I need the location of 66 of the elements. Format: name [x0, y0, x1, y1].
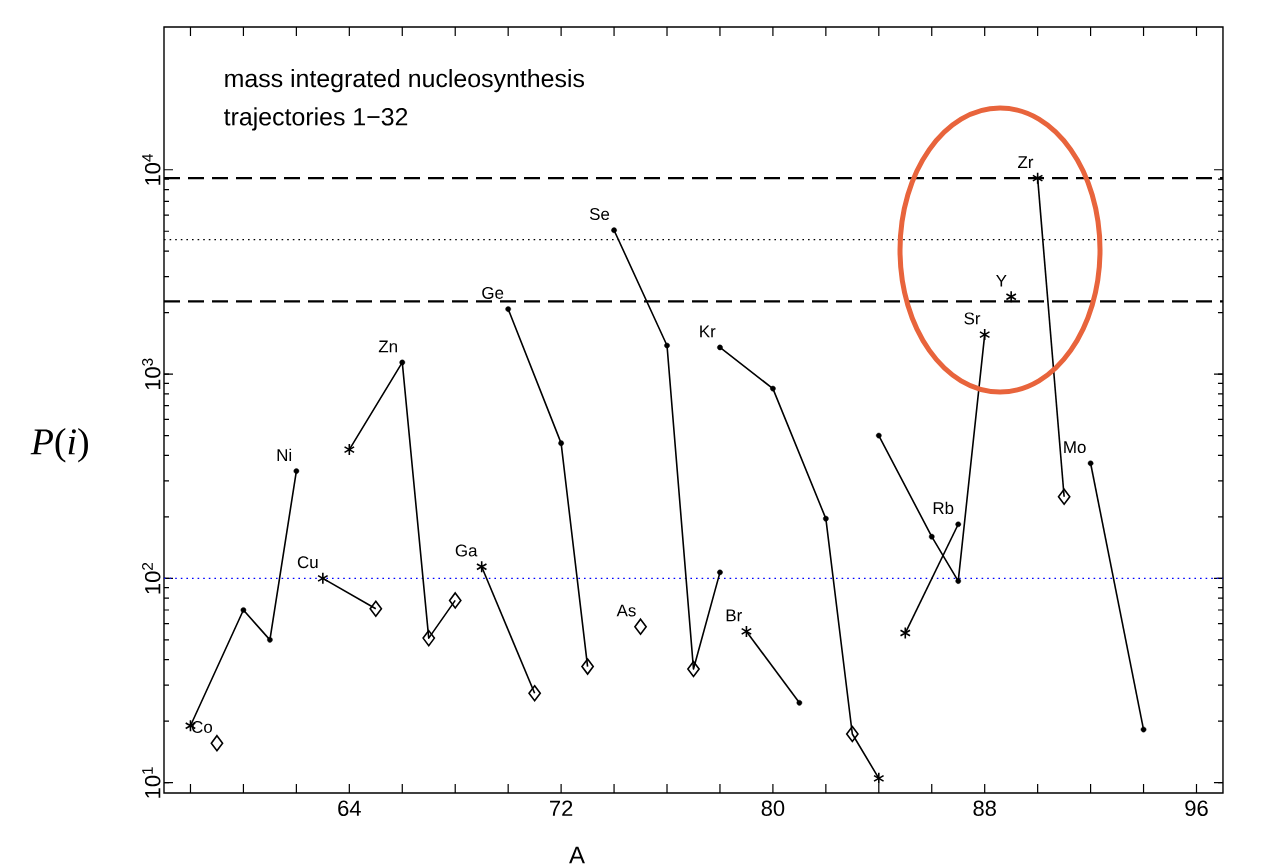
- point: [899, 626, 911, 640]
- point: [1087, 460, 1094, 467]
- point: [343, 443, 355, 456]
- point: [210, 734, 224, 752]
- point: [1057, 488, 1071, 506]
- point: [581, 658, 595, 675]
- point: [267, 637, 273, 643]
- point: [369, 600, 383, 618]
- series-label: Br: [726, 609, 742, 622]
- y-axis-title: P(i): [30, 428, 88, 463]
- annotation: trajectories 1−32: [224, 107, 408, 131]
- y-tick-label: 10$^{4}$: [142, 154, 161, 185]
- point: [448, 592, 462, 609]
- point: [740, 625, 752, 638]
- series-label: Se: [589, 208, 610, 221]
- point: [528, 684, 542, 702]
- point: [399, 359, 406, 366]
- point: [240, 607, 247, 613]
- y-tick-label: 10$^{3}$: [142, 358, 161, 390]
- y-tick-label: 10$^{2}$: [142, 562, 161, 594]
- point: [717, 569, 723, 576]
- x-tick-label: 88: [973, 800, 996, 817]
- point: [476, 560, 488, 574]
- series-label: Zr: [1018, 156, 1034, 168]
- point: [422, 629, 436, 647]
- point: [317, 572, 329, 585]
- series-label: Rb: [933, 501, 954, 515]
- point: [823, 515, 829, 522]
- point: [505, 306, 511, 312]
- point: [873, 772, 885, 785]
- point: [796, 699, 803, 706]
- series-label: As: [616, 604, 636, 617]
- point: [293, 468, 300, 474]
- legend-label: Co: [191, 721, 213, 734]
- series-label: Kr: [700, 325, 716, 338]
- point: [979, 328, 991, 341]
- point: [687, 660, 700, 678]
- series-label: Zn: [378, 340, 397, 353]
- point: [634, 618, 647, 635]
- annotation: mass integrated nucleosynthesis: [225, 69, 584, 93]
- point: [717, 344, 723, 351]
- series-label: Ge: [482, 286, 504, 299]
- point: [955, 578, 962, 584]
- x-axis-title: A: [569, 846, 585, 864]
- point: [845, 725, 859, 743]
- point: [1140, 726, 1147, 733]
- x-tick-label: 96: [1185, 800, 1208, 817]
- x-tick-label: 64: [338, 800, 361, 817]
- point: [876, 432, 882, 439]
- series-label: Ga: [455, 544, 478, 557]
- point: [664, 342, 670, 349]
- series-label: Sr: [964, 312, 981, 325]
- point: [558, 440, 564, 446]
- point: [611, 227, 617, 234]
- point: [1005, 290, 1017, 304]
- y-tick-label: 10$^{1}$: [142, 767, 161, 798]
- x-tick-label: 72: [550, 800, 573, 816]
- series-label: Mo: [1064, 441, 1086, 454]
- series-label: Y: [996, 274, 1007, 287]
- point: [955, 521, 962, 528]
- x-tick-label: 80: [761, 800, 785, 817]
- series-label: Cu: [297, 556, 318, 569]
- point: [1032, 171, 1044, 185]
- point: [928, 533, 935, 540]
- series-label: Ni: [277, 448, 292, 461]
- point: [770, 385, 776, 392]
